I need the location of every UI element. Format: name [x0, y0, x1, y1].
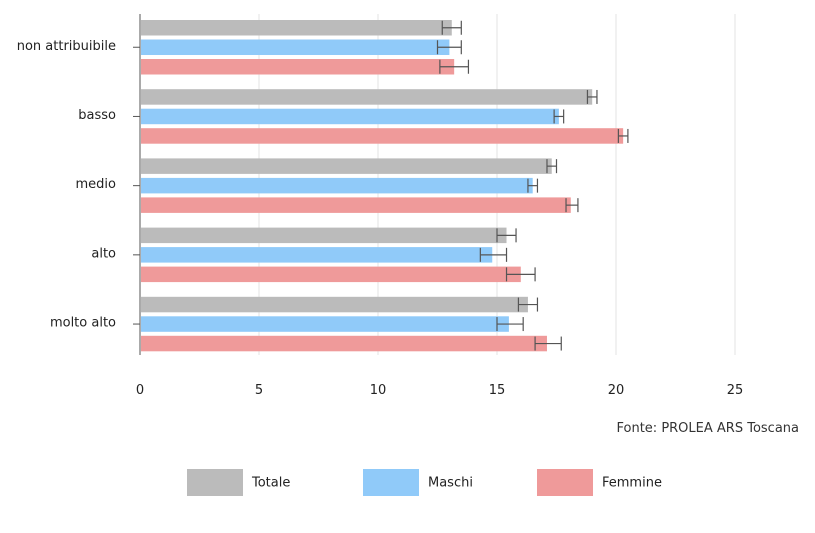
bar-totale	[141, 158, 552, 174]
bar-maschi	[141, 108, 559, 125]
x-tick-label: 0	[136, 383, 144, 398]
bar-maschi	[141, 177, 533, 194]
legend-label-femmine: Femmine	[602, 476, 662, 491]
category-label: basso	[78, 108, 116, 123]
legend-swatch-maschi	[363, 469, 419, 496]
bar-totale	[141, 20, 452, 36]
source-note: Fonte: PROLEA ARS Toscana	[617, 421, 800, 436]
x-tick-label: 25	[727, 383, 744, 398]
legend-swatch-totale	[187, 469, 243, 496]
bar-femmine	[141, 128, 624, 144]
category-label: non attribuibile	[17, 39, 116, 54]
legend: Totale Maschi Femmine	[187, 469, 662, 496]
category-label: molto alto	[50, 316, 116, 331]
legend-label-maschi: Maschi	[428, 476, 473, 491]
bars	[141, 20, 624, 352]
bar-femmine	[141, 59, 455, 75]
legend-swatch-femmine	[537, 469, 593, 496]
bar-totale	[141, 89, 593, 105]
x-axis-ticks: 0 5 10 15 20 25	[136, 383, 743, 398]
bar-maschi	[141, 247, 493, 263]
x-tick-label: 20	[608, 383, 625, 398]
legend-label-totale: Totale	[251, 476, 290, 491]
category-label: alto	[91, 246, 116, 261]
bar-maschi	[141, 316, 509, 332]
x-tick-label: 5	[255, 383, 263, 398]
error-bars	[436, 20, 629, 351]
category-labels: non attribuibile basso medio alto molto alto	[17, 39, 140, 331]
bar-maschi	[141, 39, 450, 55]
x-tick-label: 10	[370, 383, 387, 398]
bar-femmine	[141, 335, 547, 352]
bar-totale	[141, 296, 528, 313]
x-tick-label: 15	[489, 383, 506, 398]
bar-totale	[141, 227, 507, 244]
bar-femmine	[141, 266, 521, 283]
bar-femmine	[141, 197, 571, 213]
category-label: medio	[76, 177, 117, 192]
